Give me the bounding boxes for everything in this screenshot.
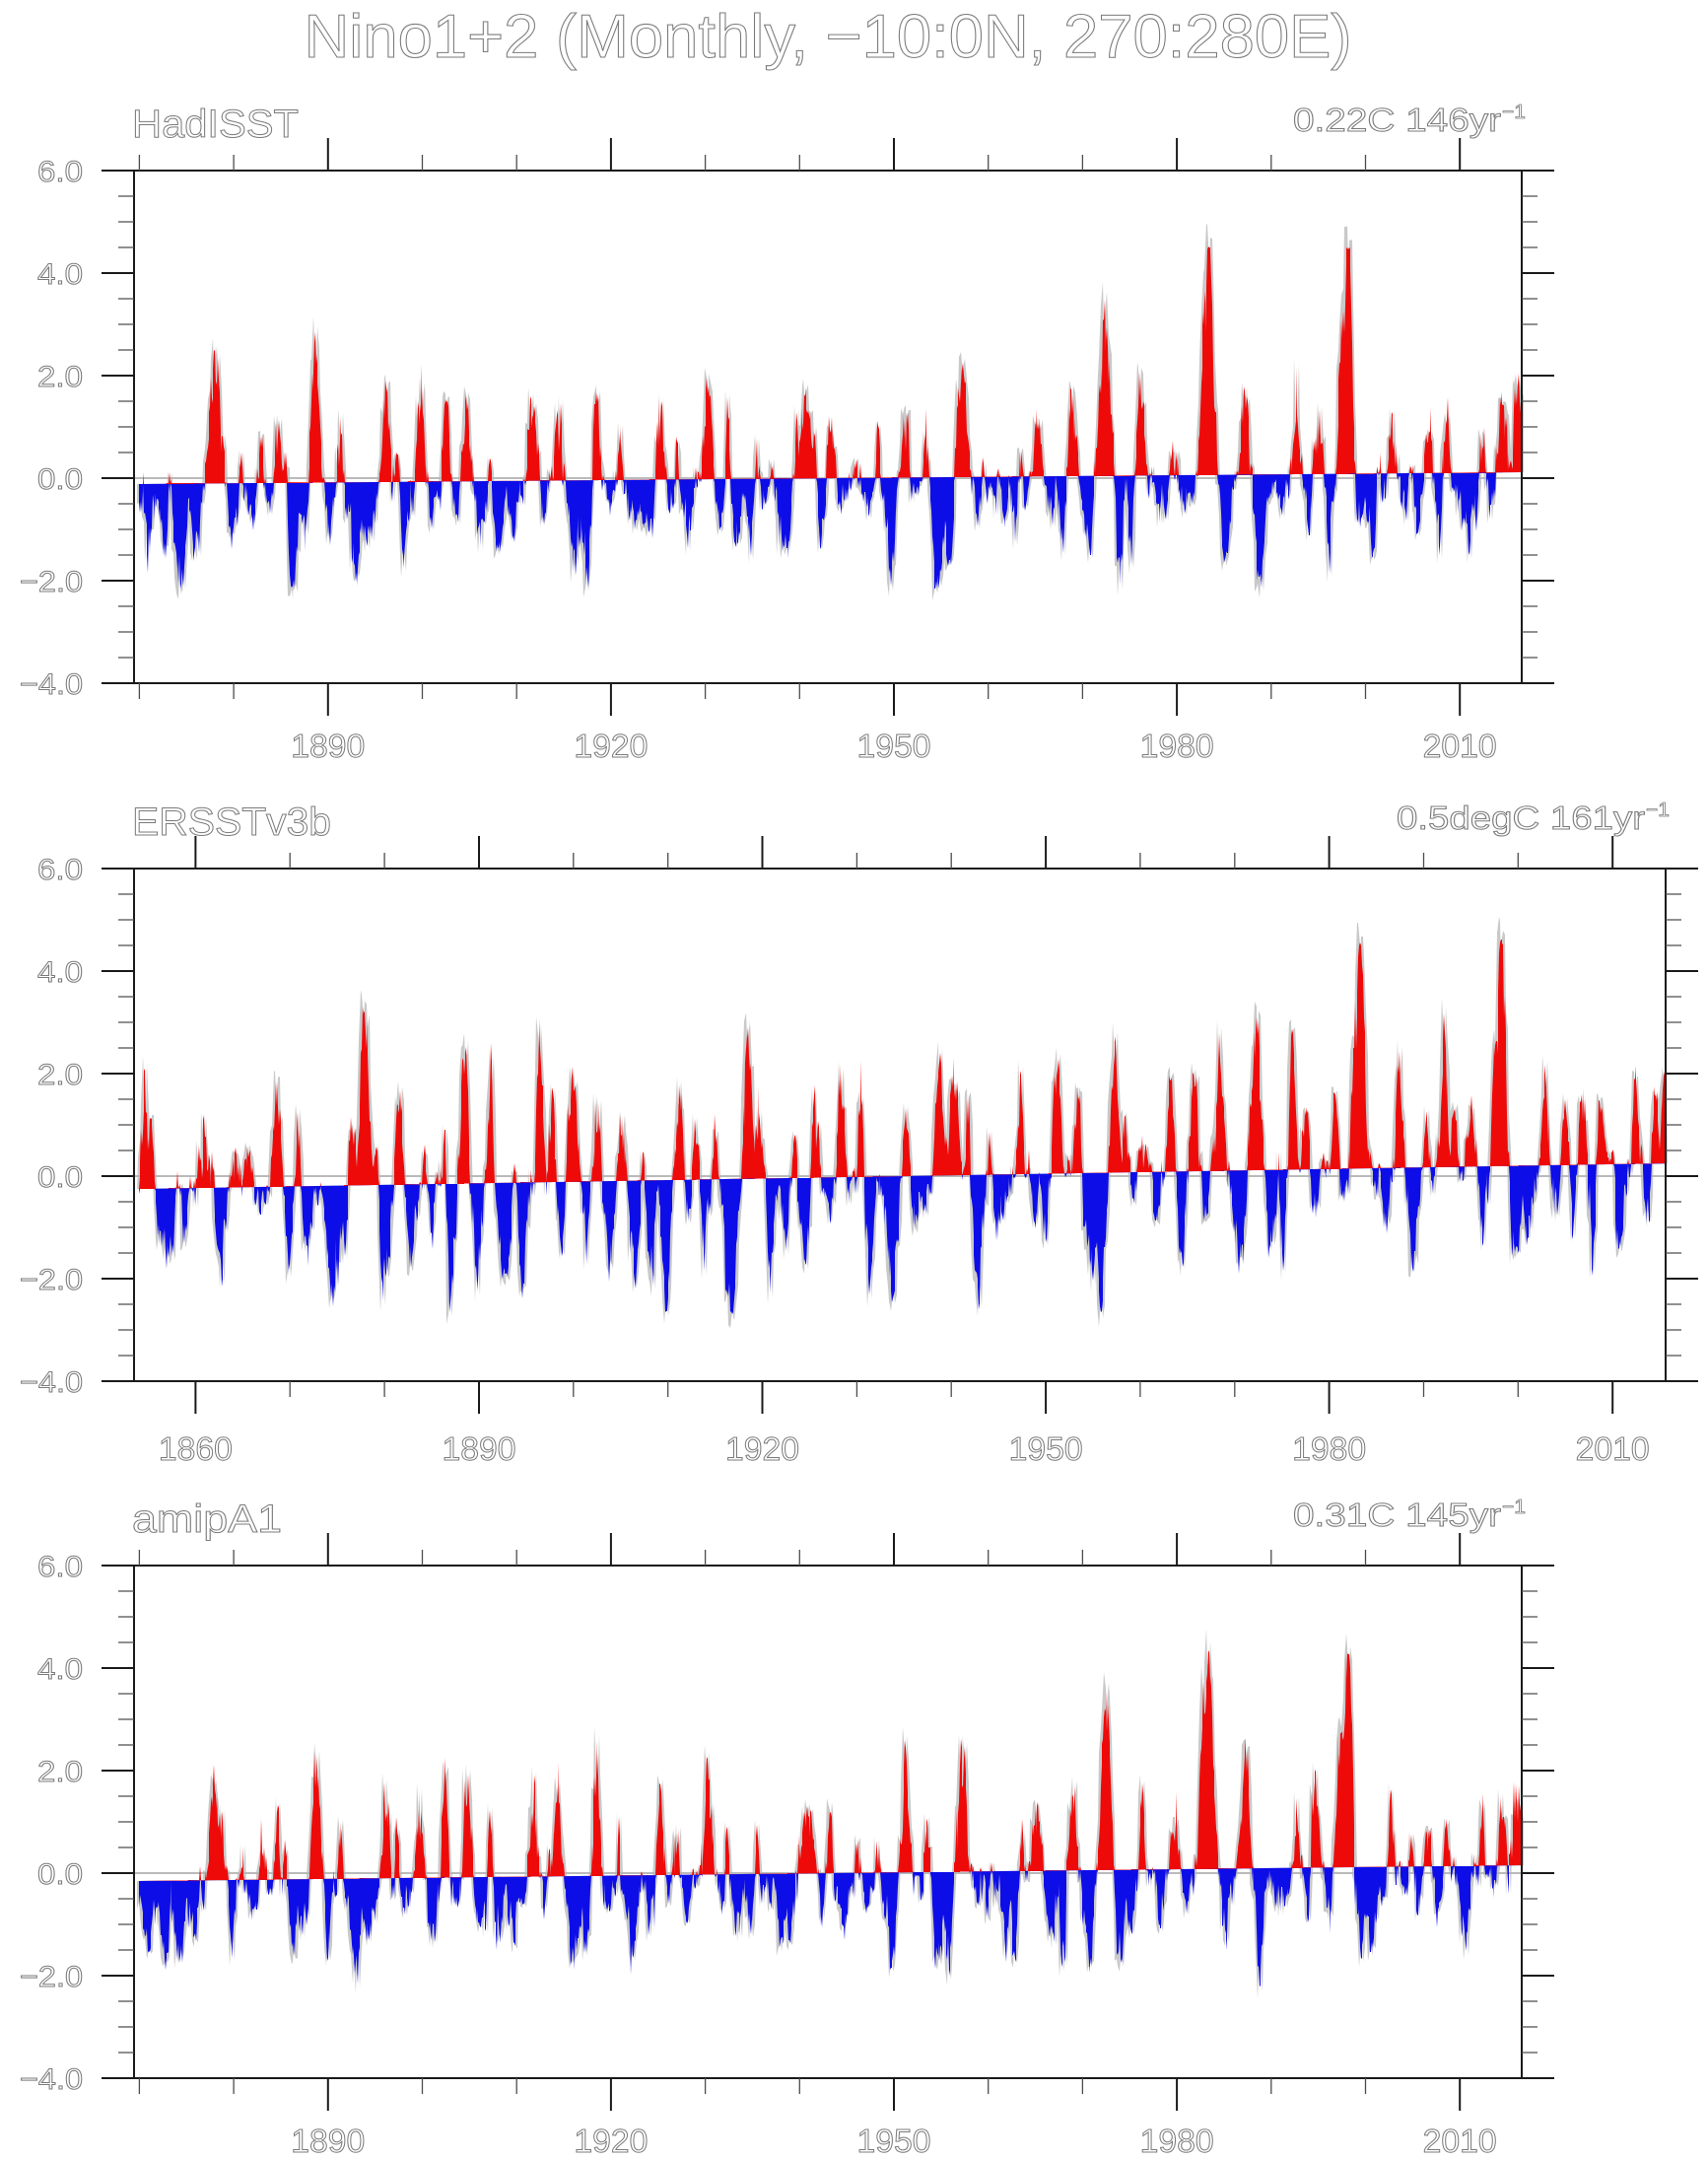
svg-text:HadISST: HadISST (132, 103, 299, 146)
svg-text:−2.0: −2.0 (20, 1961, 83, 1993)
svg-text:2010: 2010 (1576, 1430, 1650, 1467)
svg-text:1890: 1890 (291, 728, 365, 764)
svg-text:1950: 1950 (857, 728, 931, 764)
svg-text:1920: 1920 (574, 728, 648, 764)
svg-text:0.0: 0.0 (37, 1161, 83, 1194)
svg-text:1980: 1980 (1292, 1430, 1366, 1467)
svg-text:0.0: 0.0 (37, 1858, 83, 1891)
svg-text:6.0: 6.0 (37, 854, 83, 886)
svg-text:−1: −1 (1502, 1497, 1526, 1518)
svg-text:0.22C 146yr: 0.22C 146yr (1293, 102, 1501, 138)
svg-text:4.0: 4.0 (37, 956, 83, 989)
svg-text:1980: 1980 (1140, 2123, 1214, 2159)
svg-text:6.0: 6.0 (37, 156, 83, 188)
svg-text:4.0: 4.0 (37, 1653, 83, 1686)
svg-text:−1: −1 (1646, 800, 1670, 821)
svg-text:2.0: 2.0 (37, 1756, 83, 1788)
svg-text:amipA1: amipA1 (132, 1498, 282, 1541)
svg-text:2010: 2010 (1423, 2123, 1497, 2159)
svg-text:0.31C 145yr: 0.31C 145yr (1293, 1497, 1501, 1533)
svg-text:−4.0: −4.0 (20, 1366, 83, 1399)
svg-text:1920: 1920 (574, 2123, 648, 2159)
svg-text:−2.0: −2.0 (20, 1264, 83, 1296)
svg-text:4.0: 4.0 (37, 258, 83, 291)
svg-text:1890: 1890 (291, 2123, 365, 2159)
svg-text:1980: 1980 (1140, 728, 1214, 764)
svg-text:1860: 1860 (159, 1430, 233, 1467)
svg-text:Nino1+2 (Monthly, −10:0N, 270:: Nino1+2 (Monthly, −10:0N, 270:280E) (305, 3, 1352, 71)
svg-text:−4.0: −4.0 (20, 668, 83, 701)
svg-text:1950: 1950 (857, 2123, 931, 2159)
svg-text:2010: 2010 (1423, 728, 1497, 764)
svg-text:1920: 1920 (725, 1430, 799, 1467)
svg-text:ERSSTv3b: ERSSTv3b (132, 801, 331, 844)
svg-text:6.0: 6.0 (37, 1551, 83, 1583)
svg-text:−1: −1 (1502, 102, 1526, 123)
svg-text:−2.0: −2.0 (20, 566, 83, 598)
svg-text:1890: 1890 (443, 1430, 516, 1467)
svg-text:1950: 1950 (1009, 1430, 1083, 1467)
svg-text:−4.0: −4.0 (20, 2063, 83, 2096)
svg-text:2.0: 2.0 (37, 1059, 83, 1091)
svg-text:0.0: 0.0 (37, 463, 83, 496)
svg-text:2.0: 2.0 (37, 361, 83, 393)
svg-text:0.5degC 161yr: 0.5degC 161yr (1397, 800, 1645, 836)
